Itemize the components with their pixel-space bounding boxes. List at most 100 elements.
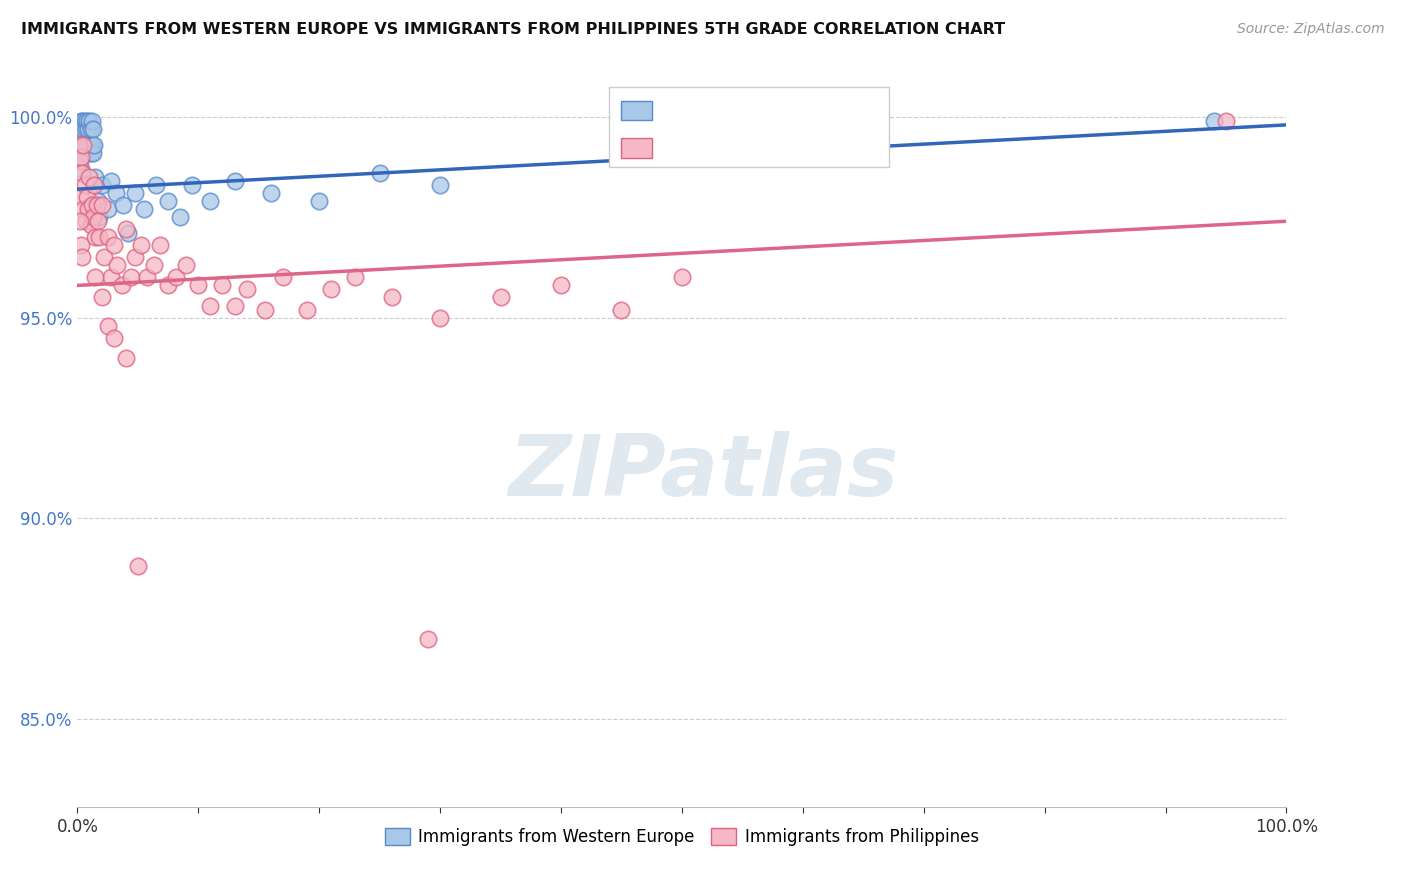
Point bbox=[260, 186, 283, 201]
Point bbox=[105, 186, 128, 201]
Point bbox=[72, 138, 94, 153]
Point bbox=[96, 202, 118, 217]
Point bbox=[73, 178, 96, 193]
Point bbox=[211, 278, 233, 293]
Point bbox=[114, 222, 136, 236]
Point bbox=[112, 198, 135, 212]
Point bbox=[70, 114, 93, 128]
Point bbox=[75, 146, 97, 161]
Point bbox=[308, 194, 330, 209]
Point bbox=[157, 194, 180, 209]
Point bbox=[90, 178, 112, 193]
Point bbox=[124, 186, 146, 201]
Point bbox=[79, 170, 101, 185]
Point bbox=[82, 122, 104, 136]
Point bbox=[169, 211, 191, 225]
Point bbox=[72, 146, 94, 161]
Point bbox=[131, 238, 153, 252]
Point bbox=[69, 122, 91, 136]
Point bbox=[103, 331, 125, 345]
Point bbox=[77, 146, 100, 161]
Point bbox=[87, 214, 110, 228]
Point bbox=[75, 214, 97, 228]
Point bbox=[166, 270, 188, 285]
Point bbox=[381, 291, 404, 305]
Point bbox=[157, 278, 180, 293]
Point bbox=[253, 302, 276, 317]
Point bbox=[271, 270, 294, 285]
Point bbox=[114, 351, 136, 365]
Point bbox=[70, 150, 93, 164]
Point bbox=[610, 302, 633, 317]
Point bbox=[100, 270, 122, 285]
Point bbox=[120, 270, 142, 285]
Point bbox=[84, 230, 107, 244]
Point bbox=[80, 198, 103, 212]
Point bbox=[69, 154, 91, 169]
Point bbox=[200, 299, 222, 313]
Point bbox=[83, 178, 105, 193]
Point bbox=[80, 138, 103, 153]
Point bbox=[416, 632, 439, 646]
Point bbox=[429, 178, 451, 193]
Point bbox=[235, 283, 257, 297]
Text: Source: ZipAtlas.com: Source: ZipAtlas.com bbox=[1237, 22, 1385, 37]
Point bbox=[87, 211, 110, 225]
Point bbox=[295, 302, 318, 317]
Point bbox=[174, 259, 197, 273]
Point bbox=[671, 270, 693, 285]
Point bbox=[77, 202, 100, 217]
Point bbox=[117, 227, 139, 241]
Point bbox=[1215, 114, 1237, 128]
Point bbox=[148, 238, 170, 252]
Point bbox=[321, 283, 343, 297]
Point bbox=[79, 146, 101, 161]
Text: IMMIGRANTS FROM WESTERN EUROPE VS IMMIGRANTS FROM PHILIPPINES 5TH GRADE CORRELAT: IMMIGRANTS FROM WESTERN EUROPE VS IMMIGR… bbox=[21, 22, 1005, 37]
Point bbox=[79, 219, 101, 233]
Point bbox=[127, 559, 149, 574]
Point bbox=[82, 146, 104, 161]
Point bbox=[181, 178, 204, 193]
Point bbox=[187, 278, 209, 293]
Point bbox=[82, 211, 104, 225]
Point bbox=[69, 214, 91, 228]
Legend: Immigrants from Western Europe, Immigrants from Philippines: Immigrants from Western Europe, Immigran… bbox=[378, 822, 986, 853]
Point bbox=[93, 251, 115, 265]
Point bbox=[136, 270, 159, 285]
Point bbox=[72, 122, 94, 136]
Point bbox=[76, 138, 98, 153]
Point bbox=[70, 251, 93, 265]
Point bbox=[87, 230, 110, 244]
Point bbox=[67, 138, 90, 153]
Text: R = 0.460   N = 49: R = 0.460 N = 49 bbox=[661, 101, 818, 119]
Point bbox=[70, 114, 93, 128]
Point bbox=[344, 270, 367, 285]
Point bbox=[69, 150, 91, 164]
Point bbox=[76, 190, 98, 204]
Point bbox=[70, 130, 93, 145]
Point bbox=[105, 259, 128, 273]
Point bbox=[79, 122, 101, 136]
Point bbox=[87, 194, 110, 209]
Point bbox=[100, 174, 122, 188]
Point bbox=[72, 202, 94, 217]
Point bbox=[73, 138, 96, 153]
Point bbox=[124, 251, 146, 265]
Point bbox=[90, 198, 112, 212]
Point bbox=[429, 310, 451, 325]
Point bbox=[70, 166, 93, 180]
Point bbox=[132, 202, 155, 217]
Point bbox=[368, 166, 391, 180]
Point bbox=[489, 291, 512, 305]
Point bbox=[103, 238, 125, 252]
Point bbox=[83, 138, 105, 153]
Point bbox=[96, 318, 118, 333]
Text: ZIPatlas: ZIPatlas bbox=[508, 431, 898, 515]
Point bbox=[70, 190, 93, 204]
Point bbox=[70, 138, 93, 153]
Point bbox=[84, 170, 107, 185]
Text: R =   0.117   N = 64: R = 0.117 N = 64 bbox=[661, 138, 828, 156]
Point bbox=[86, 198, 108, 212]
Point bbox=[224, 174, 246, 188]
Point bbox=[111, 278, 134, 293]
